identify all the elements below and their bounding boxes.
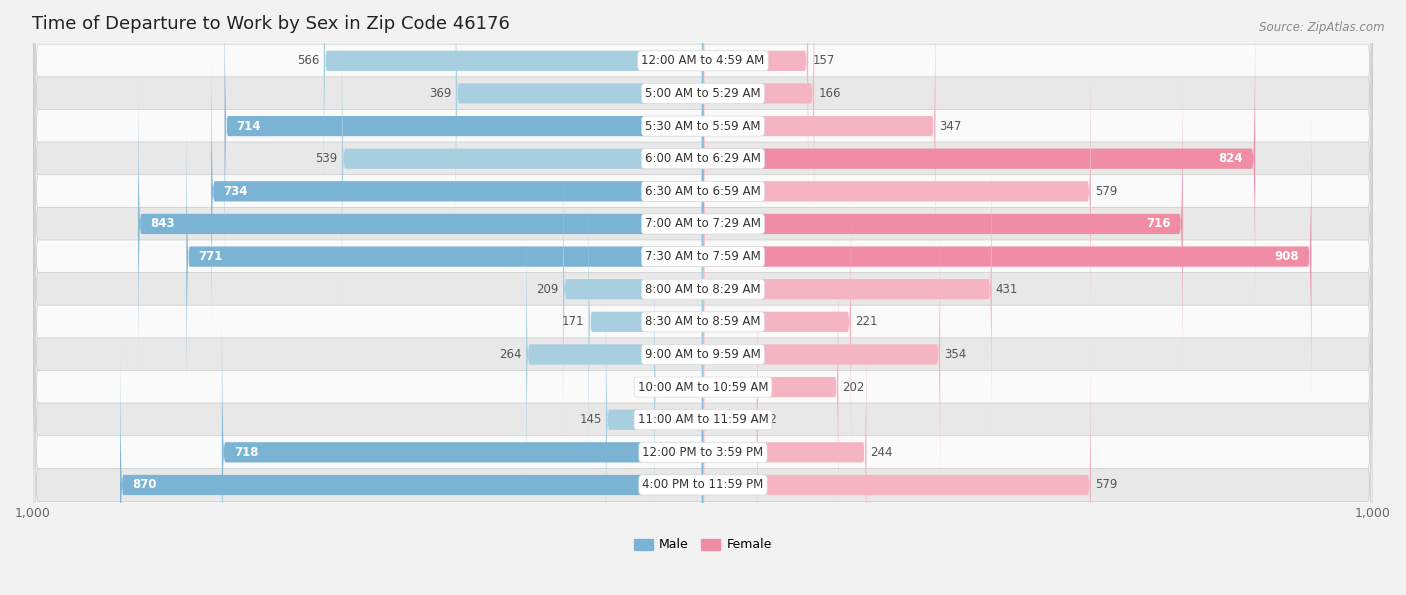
FancyBboxPatch shape <box>32 45 1374 534</box>
FancyBboxPatch shape <box>32 0 1374 338</box>
FancyBboxPatch shape <box>32 0 1374 371</box>
Text: 354: 354 <box>945 348 966 361</box>
FancyBboxPatch shape <box>32 77 1374 566</box>
Text: 7:30 AM to 7:59 AM: 7:30 AM to 7:59 AM <box>645 250 761 263</box>
FancyBboxPatch shape <box>32 12 1374 501</box>
FancyBboxPatch shape <box>703 299 866 595</box>
Text: 734: 734 <box>224 185 247 198</box>
Text: 9:00 AM to 9:59 AM: 9:00 AM to 9:59 AM <box>645 348 761 361</box>
FancyBboxPatch shape <box>703 38 1091 345</box>
FancyBboxPatch shape <box>703 332 1091 595</box>
Text: 8:00 AM to 8:29 AM: 8:00 AM to 8:29 AM <box>645 283 761 296</box>
Text: 82: 82 <box>762 413 778 426</box>
Text: 431: 431 <box>995 283 1018 296</box>
Text: 7:00 AM to 7:29 AM: 7:00 AM to 7:29 AM <box>645 217 761 230</box>
FancyBboxPatch shape <box>187 104 703 409</box>
FancyBboxPatch shape <box>32 208 1374 595</box>
Text: 5:30 AM to 5:59 AM: 5:30 AM to 5:59 AM <box>645 120 761 133</box>
FancyBboxPatch shape <box>703 104 1312 409</box>
Text: 579: 579 <box>1095 185 1118 198</box>
Legend: Male, Female: Male, Female <box>630 534 776 556</box>
Text: 8:30 AM to 8:59 AM: 8:30 AM to 8:59 AM <box>645 315 761 328</box>
FancyBboxPatch shape <box>342 6 703 312</box>
FancyBboxPatch shape <box>703 71 1182 377</box>
FancyBboxPatch shape <box>562 136 703 442</box>
Text: 908: 908 <box>1275 250 1299 263</box>
Text: 579: 579 <box>1095 478 1118 491</box>
FancyBboxPatch shape <box>32 240 1374 595</box>
Text: 369: 369 <box>429 87 451 100</box>
FancyBboxPatch shape <box>138 71 703 377</box>
FancyBboxPatch shape <box>526 202 703 508</box>
Text: 6:30 AM to 6:59 AM: 6:30 AM to 6:59 AM <box>645 185 761 198</box>
FancyBboxPatch shape <box>211 38 703 345</box>
FancyBboxPatch shape <box>703 136 991 442</box>
FancyBboxPatch shape <box>703 6 1256 312</box>
FancyBboxPatch shape <box>32 176 1374 595</box>
FancyBboxPatch shape <box>654 234 703 540</box>
FancyBboxPatch shape <box>32 0 1374 403</box>
Text: 11:00 AM to 11:59 AM: 11:00 AM to 11:59 AM <box>638 413 768 426</box>
FancyBboxPatch shape <box>323 0 703 214</box>
FancyBboxPatch shape <box>703 0 935 279</box>
FancyBboxPatch shape <box>589 169 703 475</box>
FancyBboxPatch shape <box>703 234 838 540</box>
Text: 6:00 AM to 6:29 AM: 6:00 AM to 6:29 AM <box>645 152 761 165</box>
FancyBboxPatch shape <box>32 110 1374 595</box>
Text: 145: 145 <box>579 413 602 426</box>
Text: Source: ZipAtlas.com: Source: ZipAtlas.com <box>1260 21 1385 34</box>
Text: 221: 221 <box>855 315 877 328</box>
FancyBboxPatch shape <box>120 332 703 595</box>
Text: 171: 171 <box>562 315 585 328</box>
Text: Time of Departure to Work by Sex in Zip Code 46176: Time of Departure to Work by Sex in Zip … <box>31 15 509 33</box>
Text: 209: 209 <box>537 283 560 296</box>
Text: 73: 73 <box>636 381 650 393</box>
FancyBboxPatch shape <box>703 202 941 508</box>
Text: 347: 347 <box>939 120 962 133</box>
Text: 202: 202 <box>842 381 865 393</box>
Text: 12:00 AM to 4:59 AM: 12:00 AM to 4:59 AM <box>641 54 765 67</box>
FancyBboxPatch shape <box>606 267 703 573</box>
FancyBboxPatch shape <box>32 143 1374 595</box>
Text: 771: 771 <box>198 250 222 263</box>
Text: 843: 843 <box>150 217 174 230</box>
Text: 870: 870 <box>132 478 156 491</box>
Text: 157: 157 <box>813 54 835 67</box>
Text: 824: 824 <box>1219 152 1243 165</box>
Text: 4:00 PM to 11:59 PM: 4:00 PM to 11:59 PM <box>643 478 763 491</box>
Text: 244: 244 <box>870 446 893 459</box>
Text: 539: 539 <box>315 152 337 165</box>
Text: 5:00 AM to 5:29 AM: 5:00 AM to 5:29 AM <box>645 87 761 100</box>
FancyBboxPatch shape <box>32 0 1374 468</box>
FancyBboxPatch shape <box>703 169 851 475</box>
FancyBboxPatch shape <box>703 267 758 573</box>
Text: 264: 264 <box>499 348 522 361</box>
Text: 10:00 AM to 10:59 AM: 10:00 AM to 10:59 AM <box>638 381 768 393</box>
FancyBboxPatch shape <box>32 0 1374 305</box>
Text: 566: 566 <box>297 54 319 67</box>
Text: 718: 718 <box>233 446 259 459</box>
FancyBboxPatch shape <box>703 0 814 246</box>
Text: 714: 714 <box>236 120 262 133</box>
FancyBboxPatch shape <box>703 0 808 214</box>
Text: 716: 716 <box>1146 217 1171 230</box>
FancyBboxPatch shape <box>32 0 1374 436</box>
FancyBboxPatch shape <box>222 299 703 595</box>
FancyBboxPatch shape <box>225 0 703 279</box>
Text: 166: 166 <box>818 87 841 100</box>
Text: 12:00 PM to 3:59 PM: 12:00 PM to 3:59 PM <box>643 446 763 459</box>
FancyBboxPatch shape <box>456 0 703 246</box>
